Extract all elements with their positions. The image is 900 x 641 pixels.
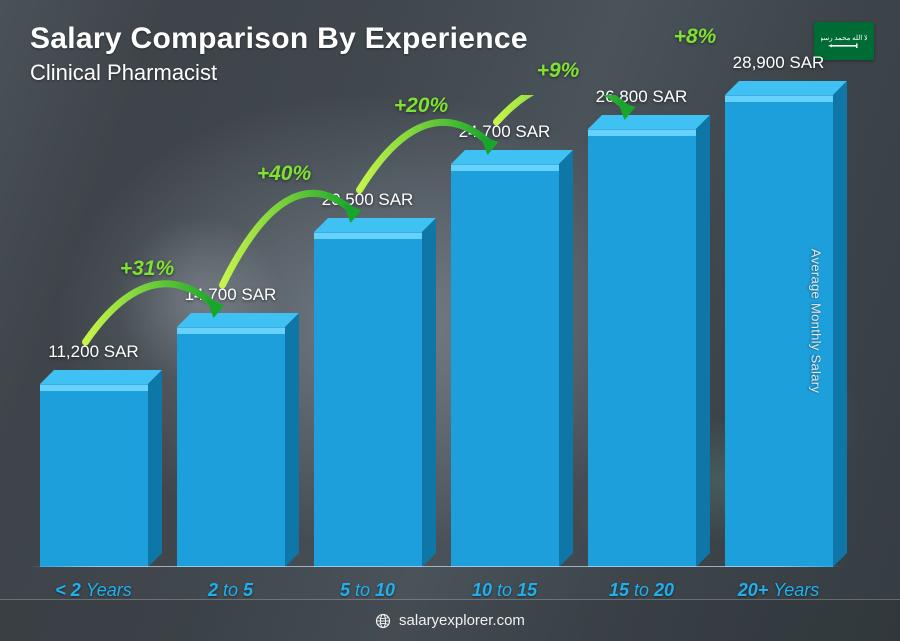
- bar-value-label: 11,200 SAR: [48, 342, 138, 362]
- bar-column: 26,800 SAR15 to 20: [580, 129, 703, 567]
- globe-icon: [375, 613, 391, 629]
- bar: 20,500 SAR: [314, 232, 422, 567]
- bars-container: 11,200 SAR< 2 Years14,700 SAR2 to 520,50…: [28, 95, 844, 567]
- bar-category-label: 20+ Years: [717, 580, 840, 601]
- y-axis-label: Average Monthly Salary: [808, 248, 823, 392]
- bar-category-label: 15 to 20: [580, 580, 703, 601]
- chart-baseline: [28, 566, 844, 567]
- increase-label: +31%: [120, 257, 174, 281]
- bar: 26,800 SAR: [588, 129, 696, 567]
- bar-column: 24,700 SAR10 to 15: [443, 164, 566, 567]
- bar-column: 14,700 SAR2 to 5: [169, 327, 292, 567]
- increase-label: +20%: [394, 94, 448, 118]
- bar-value-label: 24,700 SAR: [459, 122, 551, 142]
- increase-label: +40%: [257, 162, 311, 186]
- bar-value-label: 20,500 SAR: [322, 190, 414, 210]
- bar-value-label: 14,700 SAR: [185, 285, 277, 305]
- footer: salaryexplorer.com: [0, 599, 900, 641]
- footer-site: salaryexplorer.com: [399, 612, 525, 629]
- bar-chart: 11,200 SAR< 2 Years14,700 SAR2 to 520,50…: [28, 95, 844, 567]
- bar: 14,700 SAR: [177, 327, 285, 567]
- chart-subtitle: Clinical Pharmacist: [30, 60, 870, 86]
- header: Salary Comparison By Experience Clinical…: [0, 0, 900, 86]
- bar-column: 11,200 SAR< 2 Years: [32, 384, 155, 567]
- bar-value-label: 26,800 SAR: [596, 87, 688, 107]
- bar-category-label: 2 to 5: [169, 580, 292, 601]
- bar: 11,200 SAR: [40, 384, 148, 567]
- bar-category-label: 10 to 15: [443, 580, 566, 601]
- bar-category-label: < 2 Years: [32, 580, 155, 601]
- bar-column: 20,500 SAR5 to 10: [306, 232, 429, 567]
- bar: 24,700 SAR: [451, 164, 559, 567]
- chart-title: Salary Comparison By Experience: [30, 22, 870, 56]
- bar-category-label: 5 to 10: [306, 580, 429, 601]
